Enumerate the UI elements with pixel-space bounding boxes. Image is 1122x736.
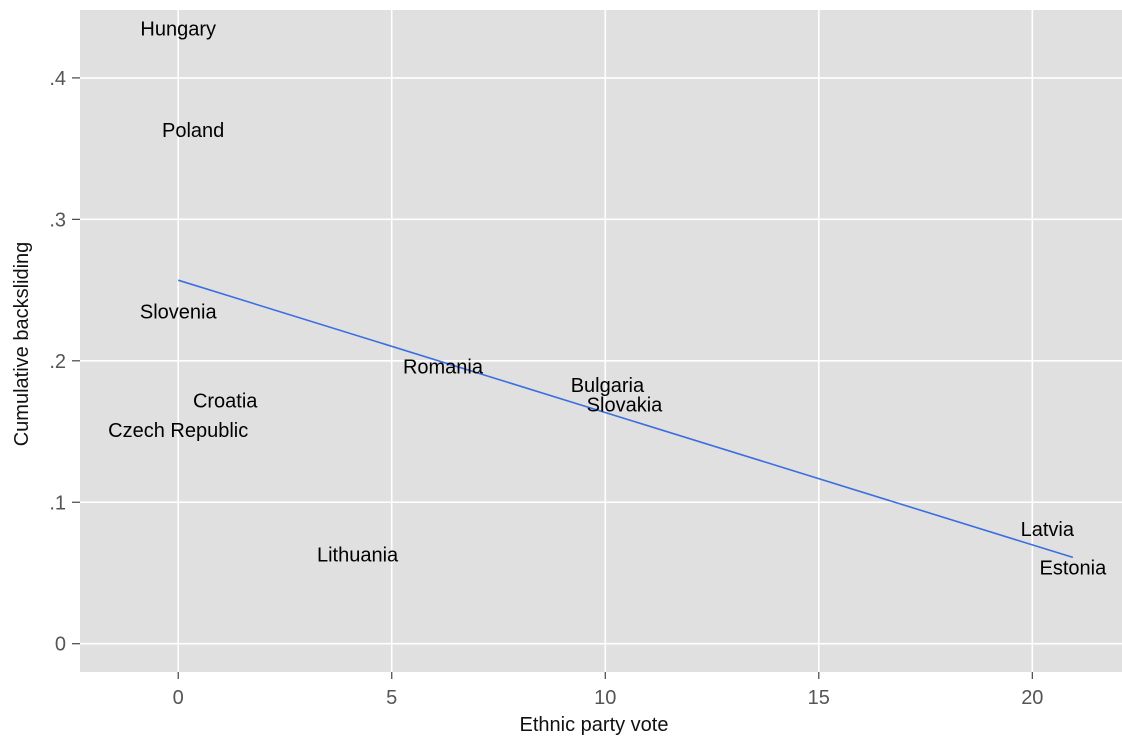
point-labels: Hungary Poland Slovenia Croatia Czech Republ… (108, 18, 1107, 579)
y-tick-label-3: .3 (49, 209, 66, 231)
fit-line (177, 279, 1074, 559)
point-label-slovakia: Slovakia (587, 395, 663, 417)
x-tick-label-1: 5 (386, 687, 397, 709)
y-tick-label-0: 0 (55, 634, 66, 656)
x-gridlines (177, 10, 1034, 672)
point-label-estonia: Estonia (1040, 557, 1108, 579)
x-axis: 0 5 10 15 20 (173, 672, 1043, 709)
point-label-latvia: Latvia (1021, 519, 1075, 541)
plot-background (80, 10, 1122, 672)
x-tick-label-4: 20 (1021, 687, 1043, 709)
point-label-lithuania: Lithuania (317, 545, 399, 567)
point-label-romania: Romania (403, 356, 484, 378)
x-tick-label-2: 10 (594, 687, 616, 709)
point-label-croatia: Croatia (193, 390, 258, 412)
x-tick-label-0: 0 (173, 687, 184, 709)
point-label-czech-republic: Czech Republic (108, 420, 248, 442)
y-tick-label-2: .2 (49, 351, 66, 373)
y-gridlines (80, 77, 1122, 645)
x-axis-title: Ethnic party vote (520, 714, 669, 736)
point-label-poland: Poland (162, 120, 224, 142)
y-axis: 0 .1 .2 .3 .4 (49, 68, 80, 656)
point-label-slovenia: Slovenia (140, 301, 218, 323)
point-label-hungary: Hungary (140, 18, 216, 40)
y-tick-label-4: .4 (49, 68, 66, 90)
y-tick-label-1: .1 (49, 492, 66, 514)
point-label-bulgaria: Bulgaria (571, 375, 645, 397)
x-tick-label-3: 15 (808, 687, 830, 709)
y-axis-title: Cumulative backsliding (11, 242, 33, 447)
